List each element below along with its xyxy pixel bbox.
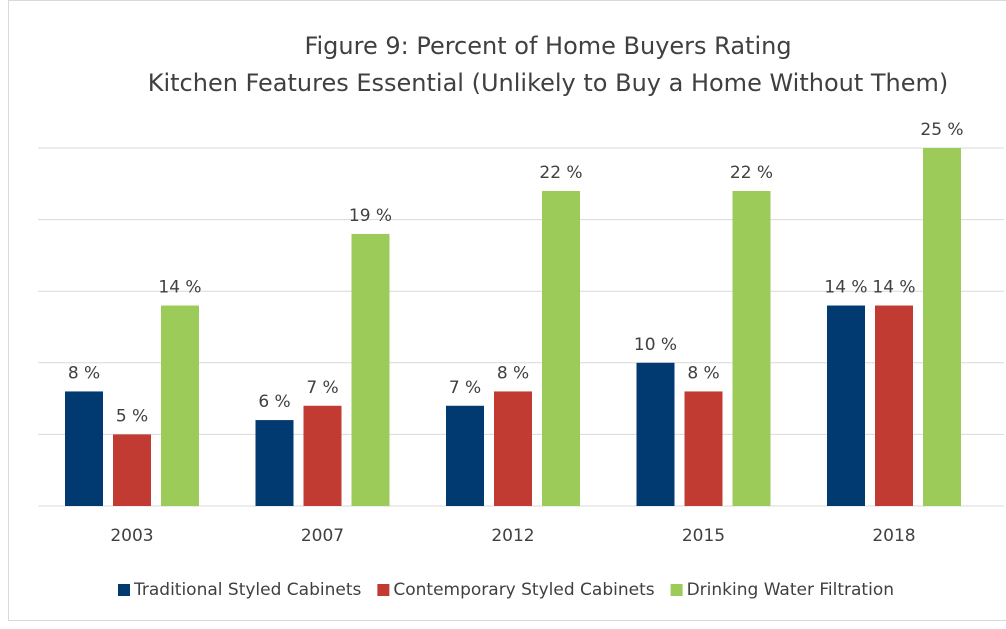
legend-swatch bbox=[671, 584, 683, 596]
chart-title: Figure 9: Percent of Home Buyers Rating bbox=[304, 32, 791, 60]
data-label: 8 % bbox=[497, 363, 529, 383]
data-label: 14 % bbox=[872, 278, 915, 298]
bar bbox=[733, 191, 771, 506]
bar bbox=[875, 306, 913, 506]
data-label: 14 % bbox=[158, 278, 201, 298]
bar bbox=[446, 406, 484, 506]
bar bbox=[923, 148, 961, 506]
x-tick-label: 2007 bbox=[301, 526, 344, 546]
data-label: 6 % bbox=[258, 392, 290, 412]
data-label: 22 % bbox=[539, 163, 582, 183]
data-label: 25 % bbox=[920, 120, 963, 140]
data-label: 7 % bbox=[449, 378, 481, 398]
bar bbox=[542, 191, 580, 506]
bar bbox=[494, 391, 532, 506]
bar bbox=[637, 363, 675, 506]
x-tick-label: 2003 bbox=[110, 526, 153, 546]
data-label: 8 % bbox=[687, 363, 719, 383]
x-tick-label: 2015 bbox=[682, 526, 725, 546]
bar bbox=[827, 306, 865, 506]
bar bbox=[685, 391, 723, 506]
legend-swatch bbox=[118, 584, 130, 596]
bar bbox=[65, 391, 103, 506]
chart-title: Kitchen Features Essential (Unlikely to … bbox=[148, 69, 949, 97]
legend-swatch bbox=[377, 584, 389, 596]
x-tick-label: 2018 bbox=[872, 526, 915, 546]
data-label: 7 % bbox=[306, 378, 338, 398]
data-label: 5 % bbox=[116, 406, 148, 426]
bar bbox=[352, 234, 390, 506]
bar bbox=[304, 406, 342, 506]
bar bbox=[256, 420, 294, 506]
data-label: 8 % bbox=[68, 363, 100, 383]
x-tick-label: 2012 bbox=[491, 526, 534, 546]
data-label: 22 % bbox=[730, 163, 773, 183]
data-label: 19 % bbox=[349, 206, 392, 226]
legend-label: Drinking Water Filtration bbox=[687, 580, 894, 600]
legend-label: Traditional Styled Cabinets bbox=[133, 580, 362, 600]
bar bbox=[161, 306, 199, 506]
legend-label: Contemporary Styled Cabinets bbox=[393, 580, 654, 600]
bar bbox=[113, 434, 151, 506]
data-label: 10 % bbox=[634, 335, 677, 355]
data-label: 14 % bbox=[824, 278, 867, 298]
